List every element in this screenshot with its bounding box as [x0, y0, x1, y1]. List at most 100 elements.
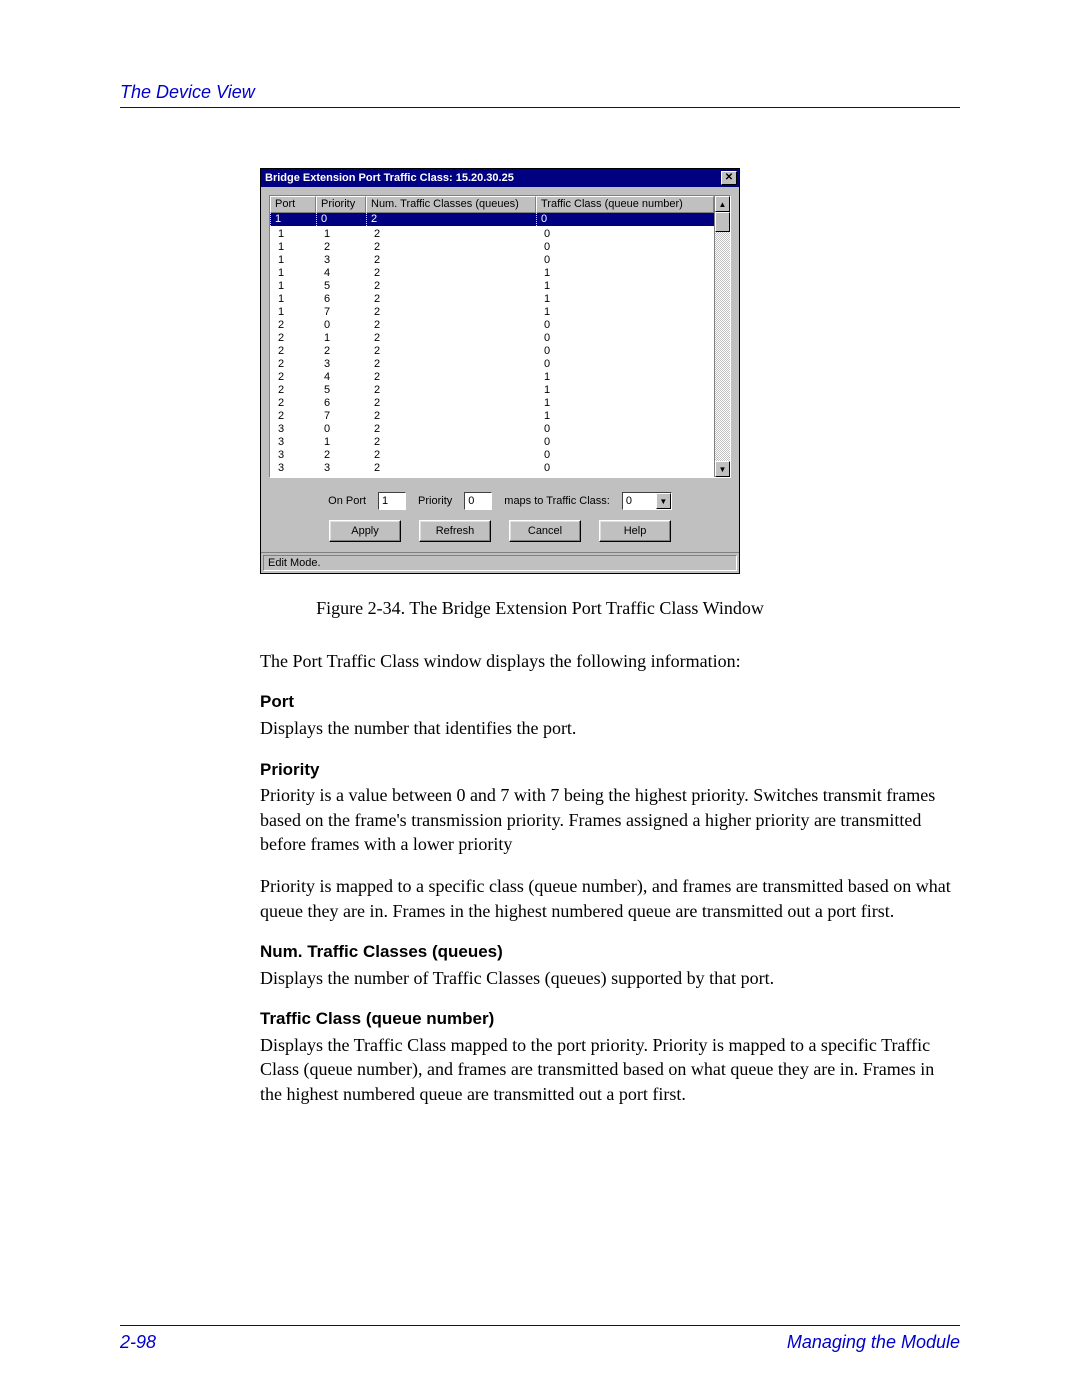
table-row[interactable]: 2220 — [274, 345, 710, 358]
page-footer: 2-98 Managing the Module — [120, 1325, 960, 1353]
selected-row[interactable]: 1 0 2 0 — [270, 213, 714, 226]
scroll-up-icon[interactable]: ▲ — [715, 196, 730, 212]
scroll-thumb[interactable] — [715, 212, 730, 232]
cell-num: 2 — [370, 241, 540, 254]
col-port[interactable]: Port — [270, 196, 316, 213]
table-row[interactable]: 2020 — [274, 319, 710, 332]
traffic-class-value: 0 — [623, 495, 656, 507]
cell-num: 2 — [370, 345, 540, 358]
dialog-title: Bridge Extension Port Traffic Class: 15.… — [265, 172, 514, 184]
table-row[interactable]: 2721 — [274, 410, 710, 423]
cell-num: 2 — [370, 410, 540, 423]
cell-num: 2 — [370, 280, 540, 293]
traffic-class-select[interactable]: 0 ▼ — [622, 492, 672, 510]
cell-priority: 5 — [320, 384, 370, 397]
cell-port: 3 — [274, 423, 320, 436]
priority-input[interactable] — [464, 492, 492, 510]
document-body: The Port Traffic Class window displays t… — [260, 649, 960, 1106]
cancel-button[interactable]: Cancel — [509, 520, 581, 542]
help-button[interactable]: Help — [599, 520, 671, 542]
priority-desc-1: Priority is a value between 0 and 7 with… — [260, 783, 960, 856]
table-row[interactable]: 2621 — [274, 397, 710, 410]
table-row[interactable]: 1521 — [274, 280, 710, 293]
table-row[interactable]: 1721 — [274, 306, 710, 319]
traffic-class-dialog: Bridge Extension Port Traffic Class: 15.… — [260, 168, 740, 574]
cell-priority: 1 — [320, 228, 370, 241]
cell-priority: 2 — [320, 241, 370, 254]
table-row[interactable]: 2521 — [274, 384, 710, 397]
close-icon[interactable]: ✕ — [721, 171, 737, 185]
cell-tc: 0 — [540, 345, 710, 358]
cell-num: 2 — [370, 228, 540, 241]
cell-num: 2 — [370, 293, 540, 306]
table-row[interactable]: 3120 — [274, 436, 710, 449]
maps-label: maps to Traffic Class: — [504, 495, 610, 507]
cell-num: 2 — [370, 449, 540, 462]
cell-num: 2 — [370, 436, 540, 449]
priority-desc-2: Priority is mapped to a specific class (… — [260, 874, 960, 923]
edit-form-row: On Port Priority maps to Traffic Class: … — [261, 482, 739, 516]
scroll-track[interactable] — [715, 212, 730, 461]
table-row[interactable]: 1421 — [274, 267, 710, 280]
cell-priority: 2 — [320, 449, 370, 462]
dialog-titlebar: Bridge Extension Port Traffic Class: 15.… — [261, 169, 739, 187]
on-port-input[interactable] — [378, 492, 406, 510]
cell-port: 2 — [274, 410, 320, 423]
cell-port: 2 — [274, 319, 320, 332]
cell-tc: 1 — [540, 410, 710, 423]
cell-port: 2 — [274, 332, 320, 345]
cell-port: 2 — [274, 345, 320, 358]
cell-priority: 7 — [320, 306, 370, 319]
cell-num: 2 — [370, 332, 540, 345]
figure-caption: Figure 2-34. The Bridge Extension Port T… — [120, 598, 960, 619]
cell-port: 2 — [274, 371, 320, 384]
col-num-classes[interactable]: Num. Traffic Classes (queues) — [366, 196, 536, 213]
cell-priority: 4 — [320, 371, 370, 384]
cell-priority: 6 — [320, 397, 370, 410]
chevron-down-icon[interactable]: ▼ — [656, 493, 671, 509]
cell-priority: 3 — [320, 358, 370, 371]
cell-priority: 3 — [320, 462, 370, 475]
table-row[interactable]: 1320 — [274, 254, 710, 267]
cell-priority: 3 — [320, 254, 370, 267]
table-row[interactable]: 3320 — [274, 462, 710, 475]
table-body: 1120122013201421152116211721202021202220… — [270, 226, 714, 477]
traffic-class-heading: Traffic Class (queue number) — [260, 1008, 960, 1031]
priority-heading: Priority — [260, 759, 960, 782]
col-traffic-class[interactable]: Traffic Class (queue number) — [536, 196, 714, 213]
table-row[interactable]: 2320 — [274, 358, 710, 371]
col-priority[interactable]: Priority — [316, 196, 366, 213]
table-row[interactable]: 2421 — [274, 371, 710, 384]
refresh-button[interactable]: Refresh — [419, 520, 491, 542]
cell-tc: 1 — [540, 280, 710, 293]
cell-tc: 0 — [540, 423, 710, 436]
traffic-class-desc: Displays the Traffic Class mapped to the… — [260, 1033, 960, 1106]
sel-tc: 0 — [536, 213, 714, 226]
cell-port: 1 — [274, 254, 320, 267]
table-row[interactable]: 1120 — [274, 228, 710, 241]
cell-num: 2 — [370, 319, 540, 332]
cell-priority: 0 — [320, 423, 370, 436]
port-desc: Displays the number that identifies the … — [260, 716, 960, 740]
cell-priority: 5 — [320, 280, 370, 293]
cell-tc: 0 — [540, 358, 710, 371]
cell-num: 2 — [370, 358, 540, 371]
table-row[interactable]: 3020 — [274, 423, 710, 436]
table-row[interactable]: 3220 — [274, 449, 710, 462]
cell-num: 2 — [370, 306, 540, 319]
cell-port: 1 — [274, 306, 320, 319]
cell-port: 3 — [274, 436, 320, 449]
cell-port: 1 — [274, 228, 320, 241]
table-row[interactable]: 1621 — [274, 293, 710, 306]
cell-num: 2 — [370, 397, 540, 410]
table-row[interactable]: 2120 — [274, 332, 710, 345]
cell-num: 2 — [370, 371, 540, 384]
cell-tc: 0 — [540, 241, 710, 254]
apply-button[interactable]: Apply — [329, 520, 401, 542]
cell-tc: 0 — [540, 228, 710, 241]
cell-tc: 0 — [540, 254, 710, 267]
scroll-down-icon[interactable]: ▼ — [715, 461, 730, 477]
cell-num: 2 — [370, 423, 540, 436]
table-row[interactable]: 1220 — [274, 241, 710, 254]
vertical-scrollbar[interactable]: ▲ ▼ — [714, 196, 730, 477]
